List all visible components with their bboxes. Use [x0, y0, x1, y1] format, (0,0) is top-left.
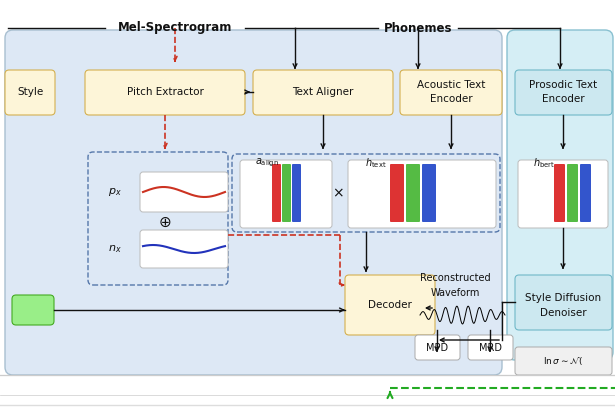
FancyBboxPatch shape — [580, 164, 591, 222]
Text: Denoiser: Denoiser — [540, 308, 586, 318]
FancyBboxPatch shape — [272, 164, 281, 222]
Text: $\times$: $\times$ — [332, 186, 344, 200]
Text: Decoder: Decoder — [368, 300, 412, 310]
Text: Phonemes: Phonemes — [384, 22, 452, 34]
Text: $h_{\mathrm{bert}}$: $h_{\mathrm{bert}}$ — [533, 156, 555, 170]
Text: MRD: MRD — [478, 343, 501, 353]
FancyBboxPatch shape — [85, 70, 245, 115]
Text: Acoustic Text: Acoustic Text — [417, 80, 485, 90]
Text: $h_{\mathrm{text}}$: $h_{\mathrm{text}}$ — [365, 156, 387, 170]
FancyBboxPatch shape — [400, 70, 502, 115]
Text: $\ln\sigma\sim\mathcal{N}($: $\ln\sigma\sim\mathcal{N}($ — [543, 355, 583, 367]
FancyBboxPatch shape — [140, 230, 228, 268]
Text: Style: Style — [17, 87, 43, 97]
FancyBboxPatch shape — [415, 335, 460, 360]
Text: $n_x$: $n_x$ — [108, 243, 122, 255]
FancyBboxPatch shape — [5, 70, 55, 115]
FancyBboxPatch shape — [253, 70, 393, 115]
FancyBboxPatch shape — [518, 160, 608, 228]
FancyBboxPatch shape — [12, 295, 54, 325]
FancyBboxPatch shape — [5, 30, 502, 375]
Text: Text Aligner: Text Aligner — [292, 87, 354, 97]
FancyBboxPatch shape — [406, 164, 420, 222]
Text: Encoder: Encoder — [430, 94, 472, 104]
Text: $p_x$: $p_x$ — [108, 186, 122, 198]
Text: Prosodic Text: Prosodic Text — [529, 80, 597, 90]
FancyBboxPatch shape — [507, 30, 613, 360]
FancyBboxPatch shape — [348, 160, 496, 228]
FancyBboxPatch shape — [515, 347, 612, 375]
FancyBboxPatch shape — [390, 164, 404, 222]
FancyBboxPatch shape — [345, 275, 435, 335]
Text: $a_{\mathrm{align}}$: $a_{\mathrm{align}}$ — [255, 157, 279, 169]
FancyBboxPatch shape — [292, 164, 301, 222]
FancyBboxPatch shape — [140, 172, 228, 212]
FancyBboxPatch shape — [515, 70, 612, 115]
FancyBboxPatch shape — [282, 164, 291, 222]
FancyBboxPatch shape — [240, 160, 332, 228]
FancyBboxPatch shape — [515, 275, 612, 330]
FancyBboxPatch shape — [554, 164, 565, 222]
Text: Mel-Spectrogram: Mel-Spectrogram — [118, 22, 232, 34]
Text: Pitch Extractor: Pitch Extractor — [127, 87, 204, 97]
Text: Waveform: Waveform — [430, 288, 480, 298]
Text: Style Diffusion: Style Diffusion — [525, 293, 601, 303]
Text: Encoder: Encoder — [542, 94, 584, 104]
Text: Reconstructed: Reconstructed — [419, 273, 490, 283]
FancyBboxPatch shape — [468, 335, 513, 360]
FancyBboxPatch shape — [422, 164, 436, 222]
FancyBboxPatch shape — [567, 164, 578, 222]
Text: $\oplus$: $\oplus$ — [158, 214, 172, 229]
Text: MPD: MPD — [426, 343, 448, 353]
